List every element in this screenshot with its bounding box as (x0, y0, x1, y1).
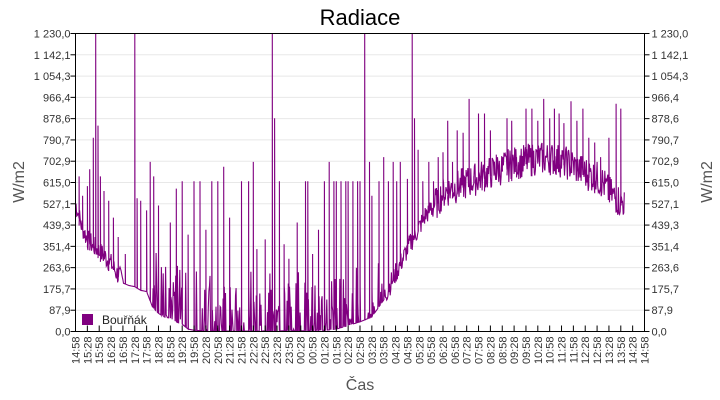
y-tick-label-right: 1 054,3 (652, 71, 689, 83)
y-tick-label-right: 439,3 (652, 220, 680, 232)
y-tick-label: 527,1 (43, 199, 71, 211)
y-tick-label: 175,7 (43, 284, 71, 296)
x-tick-label: 04:28 (391, 337, 403, 365)
x-tick-label: 08:58 (497, 337, 509, 365)
y-tick-label: 966,4 (43, 92, 71, 104)
x-tick-label: 18:28 (153, 337, 165, 365)
x-tick-label: 16:58 (118, 337, 130, 365)
x-tick-label: 08:28 (485, 337, 497, 365)
x-tick-label: 19:28 (177, 337, 189, 365)
x-tick-label: 20:28 (201, 337, 213, 365)
x-tick-label: 10:58 (545, 337, 557, 365)
x-tick-label: 05:28 (414, 337, 426, 365)
x-tick-label: 11:28 (557, 337, 569, 364)
y-tick-label: 1 230,0 (34, 29, 71, 41)
x-tick-label: 06:28 (438, 337, 450, 365)
x-tick-label: 09:58 (521, 337, 533, 365)
x-tick-label: 14:58 (71, 337, 83, 365)
x-tick-label: 13:28 (604, 337, 616, 365)
x-tick-label: 12:58 (592, 337, 604, 365)
x-tick-label: 02:28 (343, 337, 355, 365)
x-tick-label: 15:58 (94, 337, 106, 365)
x-tick-label: 02:58 (355, 337, 367, 365)
x-tick-label: 16:28 (106, 337, 118, 365)
y-tick-label: 263,6 (43, 263, 71, 275)
series-line (75, 33, 625, 332)
y-tick-label-right: 878,6 (652, 114, 680, 126)
legend: Bouřňák (82, 313, 148, 327)
y-tick-label: 87,9 (49, 305, 70, 317)
x-tick-label: 14:58 (640, 337, 652, 365)
y-tick-label-right: 1 230,0 (652, 29, 689, 41)
legend-swatch (82, 314, 93, 325)
x-tick-label: 00:28 (296, 337, 308, 365)
x-tick-label: 19:58 (189, 337, 201, 365)
y-tick-label: 702,9 (43, 156, 71, 168)
y-tick-label-right: 1 142,1 (652, 50, 689, 62)
y-tick-label-right: 175,7 (652, 284, 680, 296)
y-tick-label: 615,0 (43, 178, 71, 190)
x-tick-label: 06:58 (450, 337, 462, 365)
chart-title: Radiace (320, 5, 401, 30)
y-tick-label-right: 615,0 (652, 178, 680, 190)
y-tick-label-right: 87,9 (652, 305, 673, 317)
y-axis-left: 0,0 87,9 175,7 263,6 351,4 439,3 527,1 615,0 702… (34, 29, 76, 339)
x-tick-label: 07:58 (474, 337, 486, 365)
y-tick-label-right: 702,9 (652, 156, 680, 168)
legend-label: Bouřňák (102, 313, 148, 327)
x-tick-label: 17:58 (142, 337, 154, 365)
y-tick-label-right: 527,1 (652, 199, 680, 211)
y-tick-label-right: 790,7 (652, 135, 680, 147)
x-tick-label: 01:58 (331, 337, 343, 365)
x-tick-label: 00:58 (308, 337, 320, 365)
series-bournak (75, 33, 625, 332)
x-tick-label: 04:58 (402, 337, 414, 365)
x-tick-label: 21:58 (236, 337, 248, 365)
x-tick-label: 05:58 (426, 337, 438, 365)
x-tick-label: 11:58 (568, 337, 580, 364)
x-tick-label: 20:58 (213, 337, 225, 365)
y-tick-label-right: 263,6 (652, 263, 680, 275)
y-tick-label: 878,6 (43, 114, 71, 126)
x-axis-label: Čas (346, 375, 374, 394)
x-tick-label: 17:28 (130, 337, 142, 365)
x-tick-label: 23:28 (272, 337, 284, 365)
y-axis-label-right: W/m2 (699, 161, 716, 203)
y-tick-label: 1 054,3 (34, 71, 71, 83)
x-tick-label: 03:28 (367, 337, 379, 365)
x-tick-label: 09:28 (509, 337, 521, 365)
y-tick-label: 0,0 (55, 327, 70, 339)
y-axis-right: 0,0 87,9 175,7 263,6 351,4 439,3 527,1 615,0 702… (644, 29, 689, 339)
x-tick-label: 21:28 (225, 337, 237, 365)
y-tick-label: 790,7 (43, 135, 71, 147)
y-tick-label: 439,3 (43, 220, 71, 232)
x-tick-label: 01:28 (319, 337, 331, 365)
x-tick-label: 03:58 (379, 337, 391, 365)
x-tick-label: 15:28 (82, 337, 94, 365)
x-tick-label: 22:28 (248, 337, 260, 365)
y-tick-label-right: 0,0 (652, 327, 667, 339)
y-tick-label-right: 351,4 (652, 241, 680, 253)
y-tick-label: 1 142,1 (34, 50, 71, 62)
x-tick-label: 22:58 (260, 337, 272, 365)
x-tick-label: 14:28 (628, 337, 640, 365)
x-axis: 14:58 15:28 15:58 16:28 16:58 17:28 17:58 18:28… (71, 325, 652, 365)
x-tick-label: 23:58 (284, 337, 296, 365)
x-tick-label: 10:28 (533, 337, 545, 365)
x-tick-label: 18:58 (165, 337, 177, 365)
y-axis-label-left: W/m2 (11, 161, 28, 203)
x-tick-label: 12:28 (580, 337, 592, 365)
x-tick-label: 07:28 (462, 337, 474, 365)
y-tick-label: 351,4 (43, 241, 71, 253)
y-tick-label-right: 966,4 (652, 92, 680, 104)
x-tick-label: 13:58 (616, 337, 628, 365)
